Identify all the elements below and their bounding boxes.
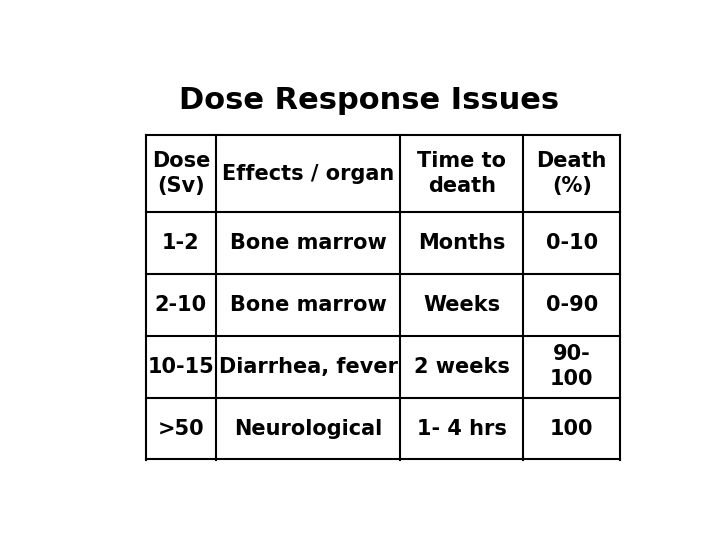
Text: Diarrhea, fever: Diarrhea, fever: [218, 356, 397, 376]
Text: Time to
death: Time to death: [417, 151, 506, 196]
Text: 2-10: 2-10: [155, 295, 207, 315]
Text: Neurological: Neurological: [234, 418, 382, 438]
Text: 1- 4 hrs: 1- 4 hrs: [417, 418, 507, 438]
Text: 90-
100: 90- 100: [550, 344, 593, 389]
Text: Bone marrow: Bone marrow: [230, 233, 387, 253]
Text: Months: Months: [418, 233, 505, 253]
Text: Death
(%): Death (%): [536, 151, 607, 196]
Text: Dose
(Sv): Dose (Sv): [152, 151, 210, 196]
Text: 100: 100: [550, 418, 593, 438]
Text: 0-90: 0-90: [546, 295, 598, 315]
Text: 10-15: 10-15: [148, 356, 215, 376]
Text: Effects / organ: Effects / organ: [222, 164, 394, 184]
Text: Bone marrow: Bone marrow: [230, 295, 387, 315]
Text: >50: >50: [158, 418, 204, 438]
Text: 2 weeks: 2 weeks: [414, 356, 510, 376]
Text: 0-10: 0-10: [546, 233, 598, 253]
Text: Weeks: Weeks: [423, 295, 500, 315]
Text: Dose Response Issues: Dose Response Issues: [179, 85, 559, 114]
Text: 1-2: 1-2: [162, 233, 199, 253]
